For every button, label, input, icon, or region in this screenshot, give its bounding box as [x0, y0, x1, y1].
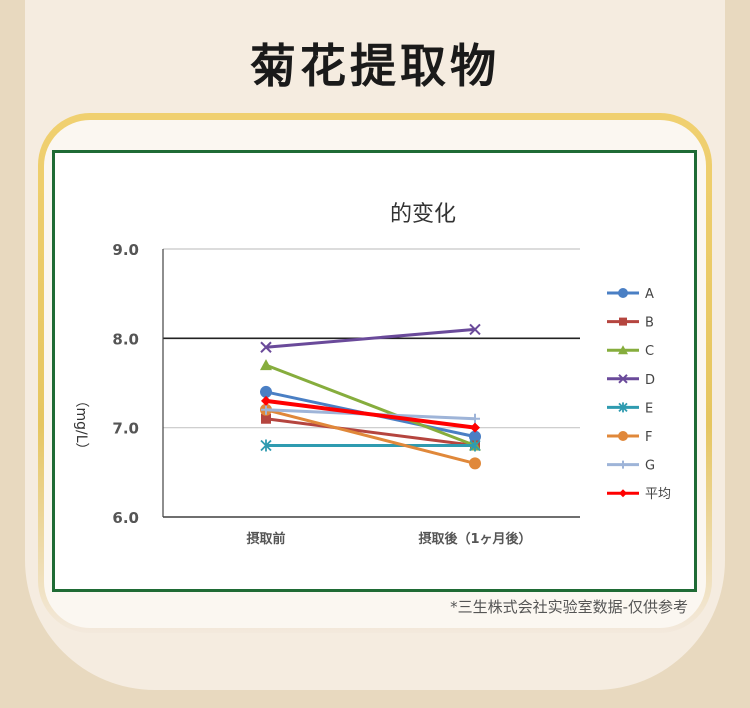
series-point — [470, 422, 480, 433]
legend-swatch-marker — [619, 489, 627, 498]
series-point — [469, 323, 481, 336]
legend-label: G — [645, 459, 655, 474]
series-line — [265, 398, 476, 430]
legend-label: D — [645, 373, 655, 388]
y-axis-label: （mg/L） — [73, 393, 89, 456]
series-line — [265, 417, 476, 448]
legend-label: A — [645, 287, 654, 302]
series-point — [261, 413, 271, 424]
series-point — [260, 439, 272, 452]
series-line — [265, 363, 476, 447]
data-source-footnote: *三生株式会社实验室数据-仅供参考 — [450, 598, 688, 616]
legend-swatch-marker — [618, 431, 628, 441]
x-category-label: 摂取前 — [246, 531, 285, 547]
series-point — [469, 430, 481, 443]
series-point — [261, 404, 271, 415]
y-tick-label: 6.0 — [112, 509, 139, 527]
legend-label: B — [645, 316, 654, 331]
series-point — [469, 457, 481, 470]
chart-title: 的变化 — [390, 202, 456, 227]
legend-swatch-marker — [619, 460, 627, 469]
page-title: 菊花提取物 — [250, 39, 500, 93]
series-point — [469, 439, 481, 452]
legend-label: E — [645, 401, 653, 416]
series-line — [265, 327, 476, 349]
chart-frame: 的变化 6.0 7.0 8.0 9.0 （mg/L） 摂取前 摂取後（1ヶ月後） A B C D E F G… — [52, 150, 697, 592]
legend-label: 平均 — [645, 487, 671, 502]
series-point — [470, 413, 480, 424]
line-chart: 的变化 6.0 7.0 8.0 9.0 （mg/L） 摂取前 摂取後（1ヶ月後） ABCDEFG… — [73, 202, 671, 547]
series-point — [260, 359, 272, 371]
series-point — [261, 395, 271, 406]
legend-swatch-marker — [619, 317, 627, 326]
y-tick-label: 7.0 — [112, 420, 139, 438]
legend-label: F — [645, 430, 652, 445]
legend-swatch-marker — [618, 374, 628, 384]
y-tick-label: 8.0 — [112, 330, 139, 348]
series-point — [260, 341, 272, 353]
series-line — [265, 408, 476, 465]
legend-swatch-marker — [618, 345, 628, 355]
x-category-label: 摂取後（1ヶ月後） — [418, 531, 531, 547]
series-point — [260, 385, 272, 398]
legend-label: C — [645, 344, 654, 359]
legend-swatch-marker — [618, 288, 628, 298]
y-tick-label: 9.0 — [112, 241, 139, 259]
legend-swatch-marker — [618, 402, 628, 413]
